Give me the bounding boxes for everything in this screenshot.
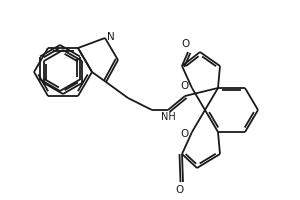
Text: N: N bbox=[107, 32, 115, 42]
Text: O: O bbox=[181, 129, 189, 139]
Text: O: O bbox=[176, 185, 184, 195]
Text: O: O bbox=[182, 39, 190, 49]
Text: NH: NH bbox=[160, 112, 175, 122]
Text: O: O bbox=[181, 81, 189, 91]
